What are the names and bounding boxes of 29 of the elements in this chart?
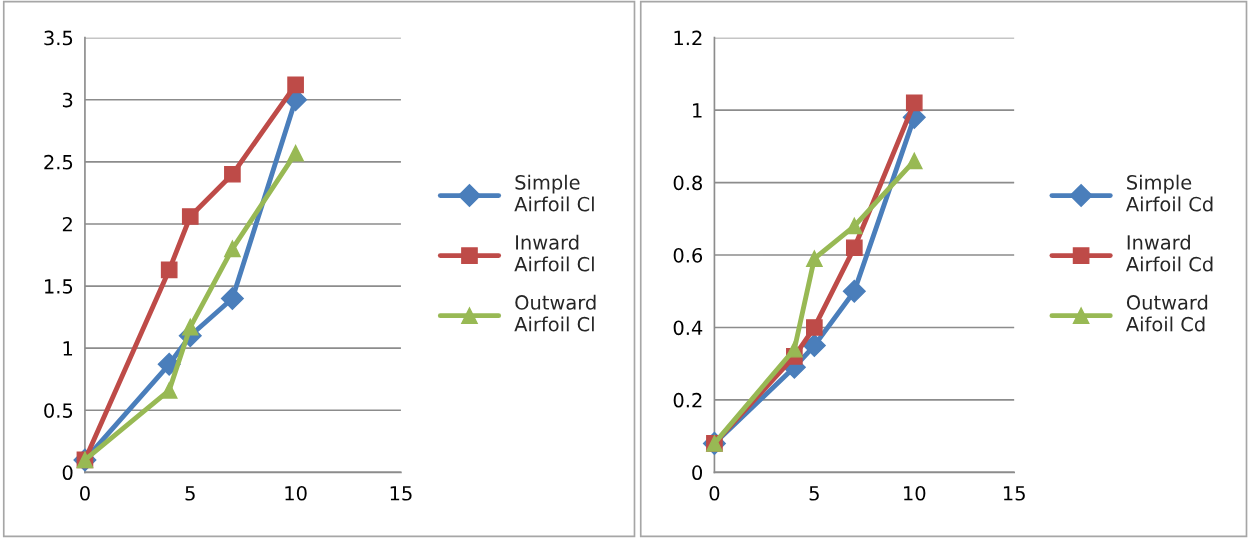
x-tick-label: 0 bbox=[709, 485, 720, 501]
y-tick-label: 0.6 bbox=[673, 247, 703, 263]
x-tick-label: 15 bbox=[390, 486, 412, 501]
y-tick-label: 2.5 bbox=[44, 154, 73, 170]
legend-label: Outward Airfoil Cl bbox=[514, 294, 596, 332]
y-tick-label: 1 bbox=[693, 103, 702, 118]
y-tick-label: 2 bbox=[62, 216, 72, 232]
y-tick-label: 0.2 bbox=[673, 392, 702, 408]
x-tick-label: 5 bbox=[809, 486, 819, 501]
y-tick-label: 0 bbox=[692, 465, 703, 481]
y-tick-label: 0.5 bbox=[44, 403, 73, 418]
y-tick-label: 3 bbox=[62, 92, 73, 108]
y-tick-label: 1.5 bbox=[45, 279, 73, 294]
y-tick-label: 0.4 bbox=[673, 320, 703, 336]
legend-label: Inward Airfoil Cl bbox=[514, 234, 594, 272]
y-tick-label: 3.5 bbox=[44, 30, 73, 46]
x-tick-label: 0 bbox=[80, 485, 90, 501]
legend-label: Outward Aifoil Cd bbox=[1125, 294, 1208, 332]
y-tick-label: 0 bbox=[62, 465, 73, 481]
x-tick-label: 15 bbox=[1003, 486, 1025, 501]
legend-label: Simple Airfoil Cl bbox=[514, 174, 594, 212]
x-tick-label: 5 bbox=[185, 486, 195, 501]
y-tick-label: 1 bbox=[63, 341, 73, 356]
legend-label: Simple Airfoil Cd bbox=[1125, 174, 1213, 212]
y-tick-label: 0.8 bbox=[673, 175, 702, 191]
y-tick-label: 1.2 bbox=[674, 30, 702, 46]
x-tick-label: 10 bbox=[904, 485, 926, 501]
x-tick-label: 10 bbox=[285, 485, 307, 501]
legend-label: Inward Airfoil Cd bbox=[1125, 234, 1213, 272]
